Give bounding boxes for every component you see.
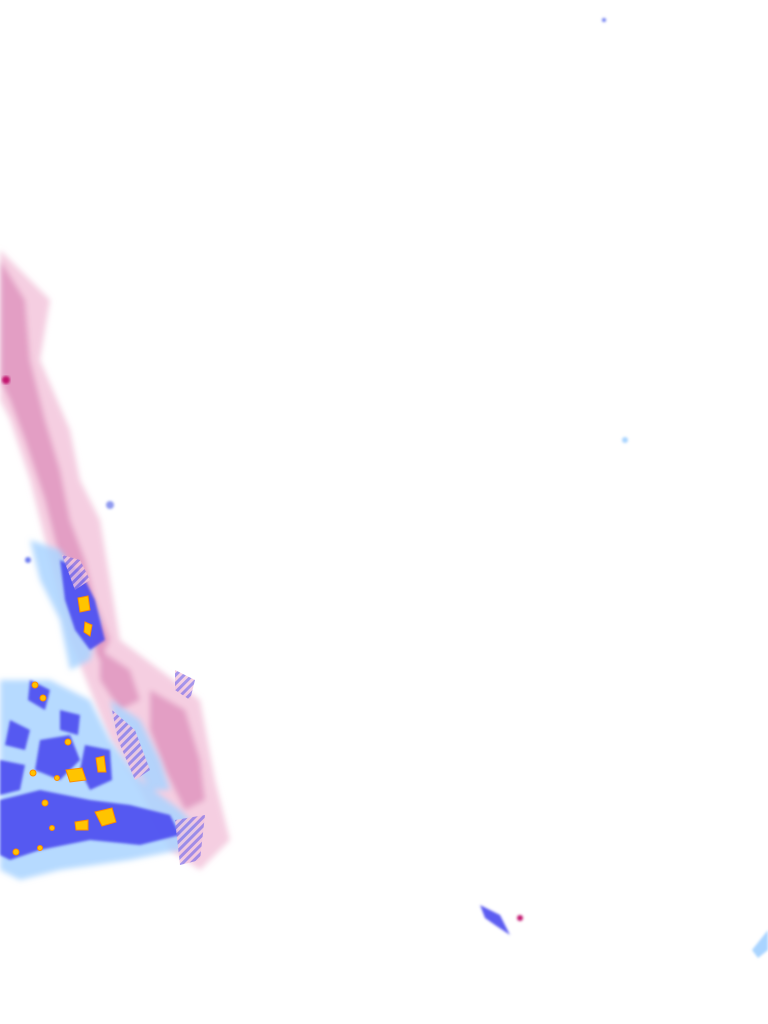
rain-moderate [0, 560, 510, 935]
mixed-precip [62, 555, 205, 865]
snow-band [0, 250, 230, 870]
scattered-echoes [25, 18, 768, 958]
rain-intense-cells [12, 595, 117, 856]
snow-heavy-cell [2, 376, 10, 384]
